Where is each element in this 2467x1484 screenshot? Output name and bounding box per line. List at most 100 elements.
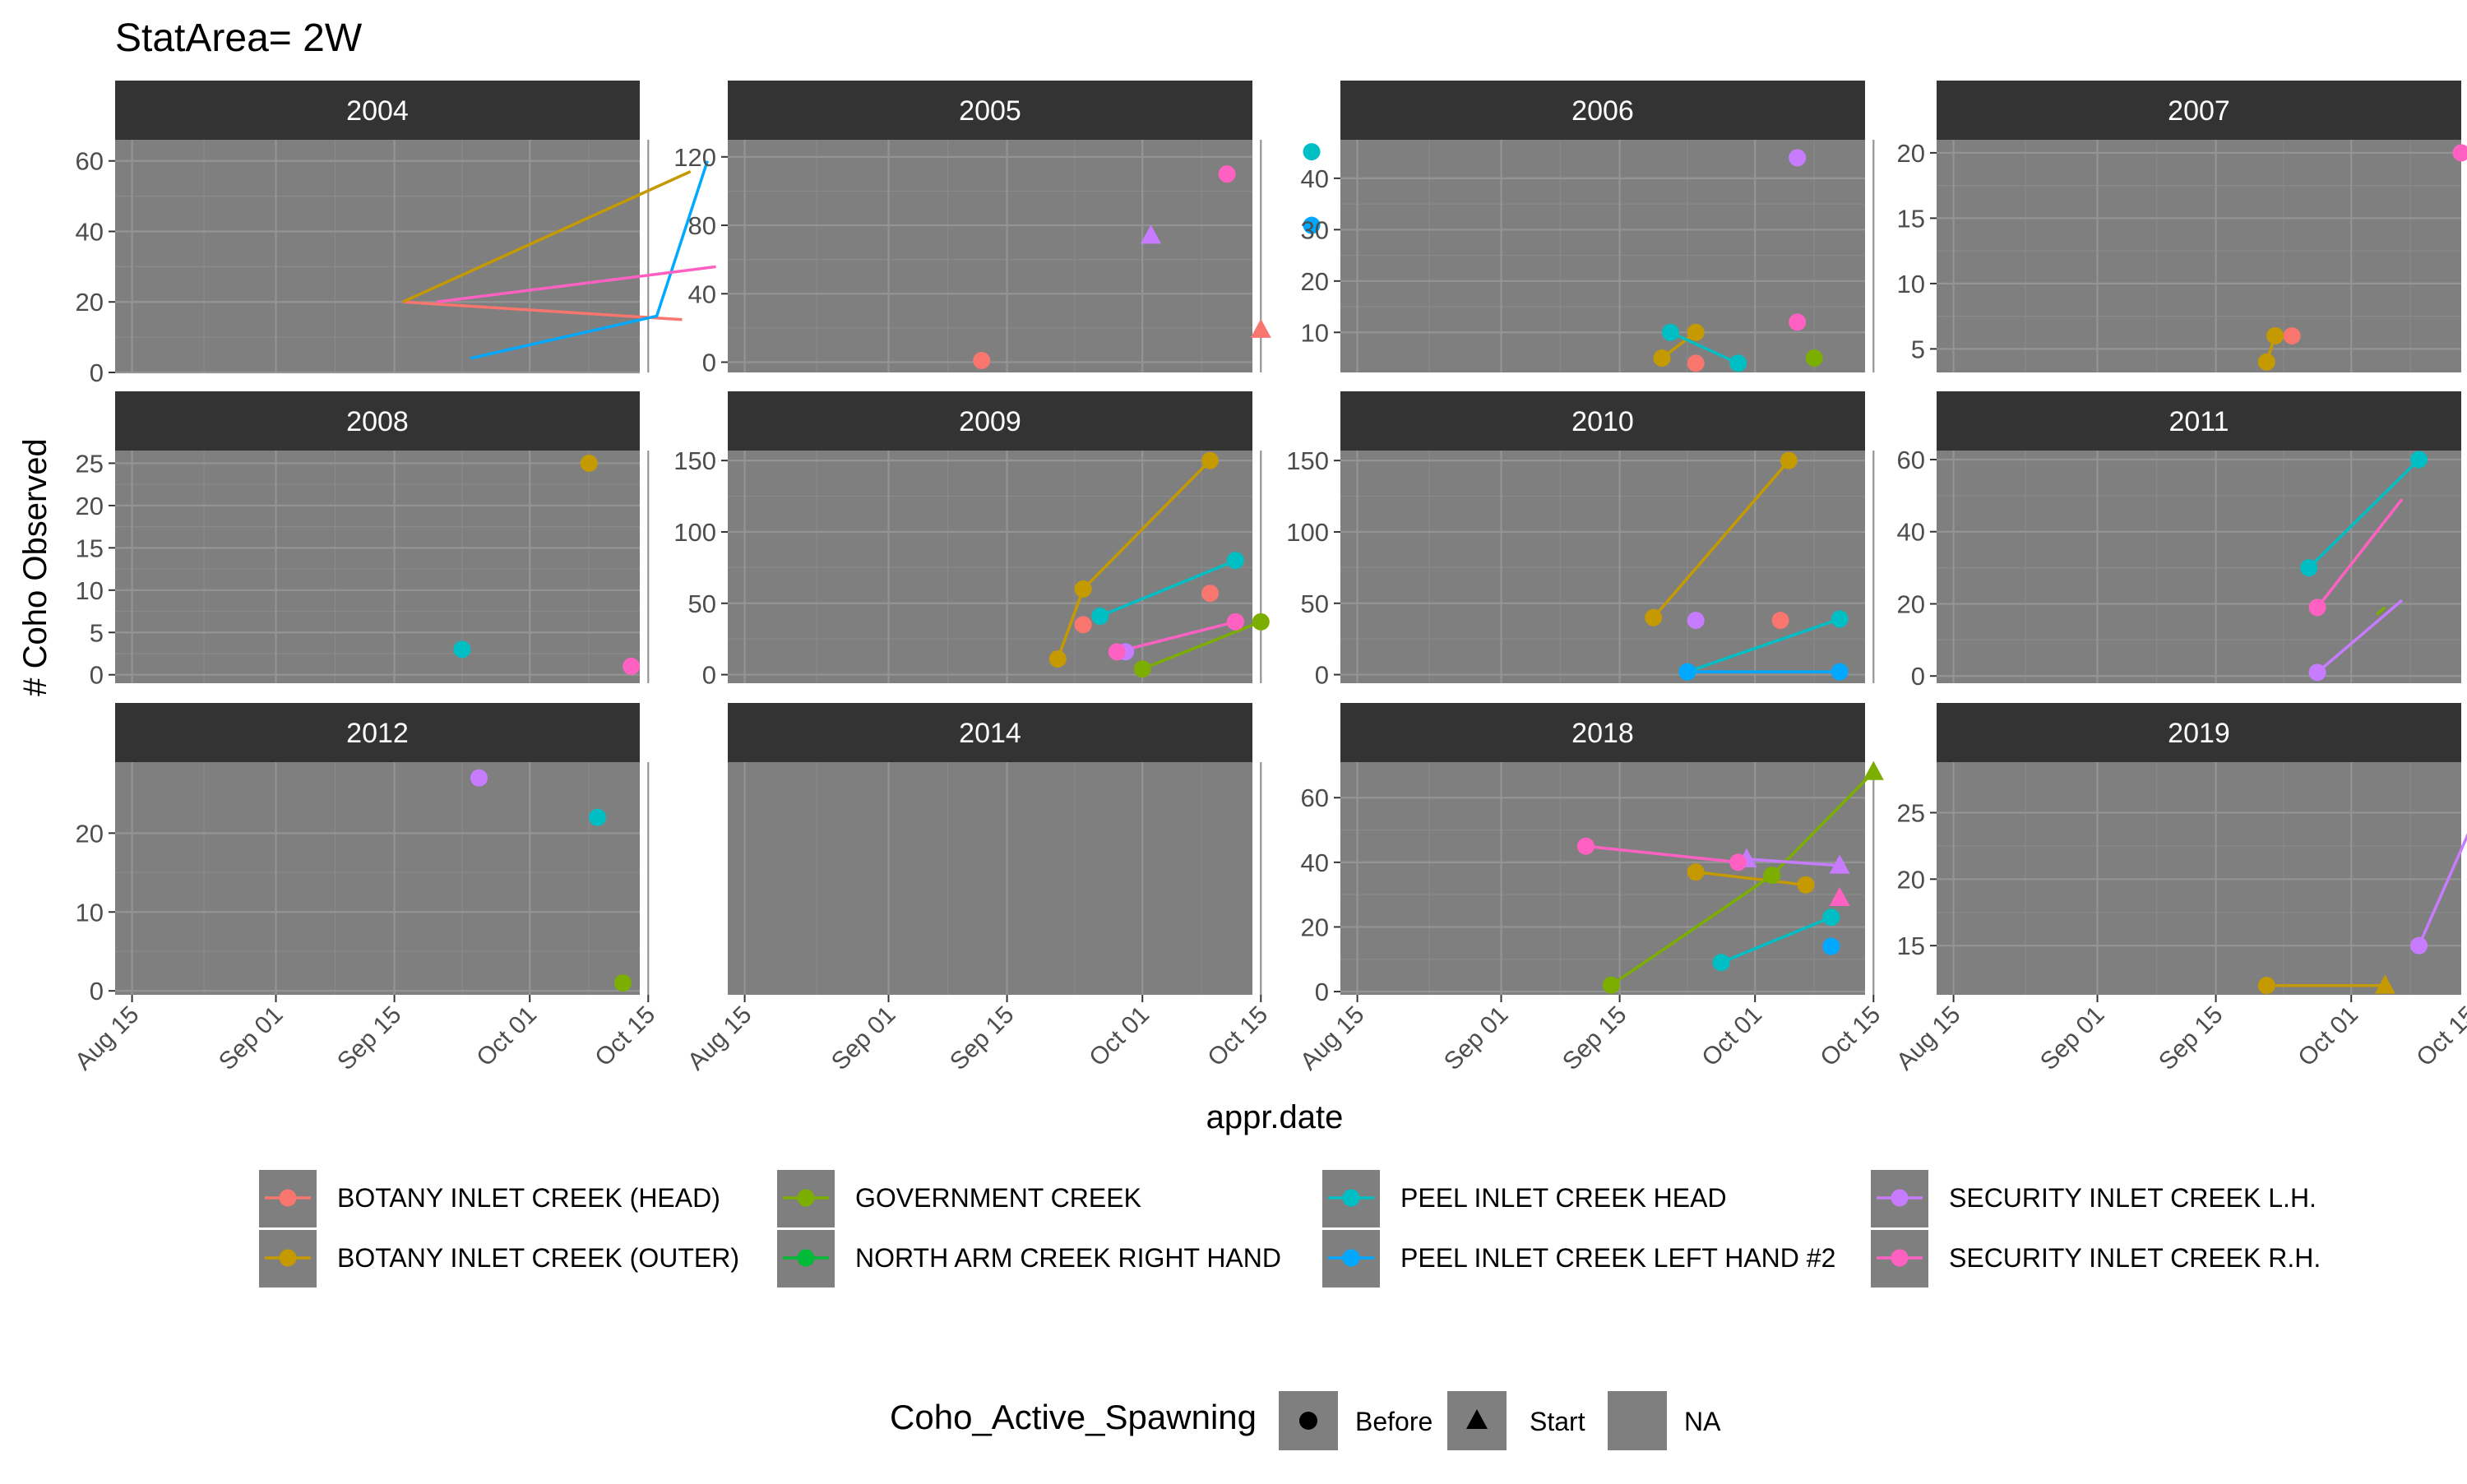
point-marker-security-inlet-creek-r-h <box>1789 313 1806 331</box>
point-marker-botany-inlet-creek-outer <box>1201 452 1219 469</box>
point-marker-peel-inlet-creek-head <box>1713 954 1730 971</box>
point-marker-botany-inlet-creek-head <box>1772 612 1789 629</box>
point-marker-botany-inlet-creek-head <box>1075 616 1092 633</box>
legend-key-point <box>1343 1250 1360 1267</box>
shape-legend-title: Coho_Active_Spawning <box>890 1398 1257 1436</box>
y-tick-label: 25 <box>1897 798 1925 827</box>
legend-item-label: BOTANY INLET CREEK (OUTER) <box>337 1243 739 1273</box>
point-marker-botany-inlet-creek-outer <box>1687 324 1705 341</box>
point-marker-government-creek <box>1134 660 1151 677</box>
panel-strip-label: 2008 <box>346 406 409 437</box>
point-marker-security-inlet-creek-l-h <box>1687 612 1705 629</box>
y-tick-label: 20 <box>1301 913 1329 941</box>
legend-key-point <box>798 1250 815 1267</box>
panel-strip-label: 2012 <box>346 718 409 749</box>
x-axis-label: appr.date <box>1206 1099 1344 1135</box>
panel-strip-label: 2014 <box>959 718 1021 749</box>
point-marker-botany-inlet-creek-outer <box>1780 452 1798 469</box>
point-marker-security-inlet-creek-r-h <box>623 658 640 675</box>
y-tick-label: 0 <box>1911 662 1925 691</box>
y-tick-label: 40 <box>688 280 716 308</box>
legend-item-label: PEEL INLET CREEK LEFT HAND #2 <box>1400 1243 1835 1273</box>
y-tick-label: 100 <box>1286 518 1329 547</box>
y-tick-label: 0 <box>90 358 104 387</box>
y-tick-label: 50 <box>1301 589 1329 618</box>
legend-key-point <box>1891 1190 1909 1207</box>
y-tick-label: 20 <box>76 819 104 848</box>
shape-legend-label: Start <box>1530 1407 1585 1436</box>
y-tick-label: 15 <box>1897 932 1925 960</box>
point-marker-peel-inlet-creek-left-hand-2 <box>1678 663 1696 681</box>
point-marker-government-creek <box>614 974 632 992</box>
y-tick-label: 5 <box>90 618 104 647</box>
y-tick-label: 0 <box>90 977 104 1006</box>
y-tick-label: 20 <box>76 492 104 520</box>
legend-item-label: GOVERNMENT CREEK <box>855 1183 1141 1213</box>
point-marker-security-inlet-creek-r-h <box>1219 165 1236 183</box>
panel-background <box>728 762 1252 995</box>
panel-background <box>728 140 1252 372</box>
panel-strip-label: 2005 <box>959 95 1021 127</box>
legend-key-point <box>1343 1190 1360 1207</box>
point-marker-botany-inlet-creek-outer <box>2266 327 2284 344</box>
point-marker-botany-inlet-creek-outer <box>1645 609 1662 626</box>
point-marker-botany-inlet-creek-outer <box>1654 349 1671 367</box>
y-tick-label: 0 <box>90 661 104 690</box>
y-tick-label: 150 <box>673 446 716 475</box>
legend-key-point <box>280 1190 297 1207</box>
y-tick-label: 60 <box>1897 446 1925 474</box>
point-marker-security-inlet-creek-l-h <box>2410 937 2428 955</box>
y-tick-label: 0 <box>1315 978 1329 1006</box>
panel-strip-label: 2018 <box>1571 718 1634 749</box>
point-marker-security-inlet-creek-l-h <box>2309 663 2326 681</box>
panel-strip-label: 2019 <box>2168 718 2230 749</box>
point-marker-botany-inlet-creek-outer <box>1049 650 1067 668</box>
point-marker-government-creek <box>1806 349 1823 367</box>
legend-item-label: SECURITY INLET CREEK R.H. <box>1949 1243 2321 1273</box>
y-tick-label: 50 <box>688 589 716 618</box>
y-axis-label: # Coho Observed <box>17 438 53 696</box>
y-tick-label: 80 <box>688 211 716 240</box>
point-marker-security-inlet-creek-r-h <box>1729 853 1747 871</box>
panel-background <box>115 762 640 995</box>
point-marker-security-inlet-creek-r-h <box>1227 613 1244 631</box>
y-tick-label: 0 <box>1315 661 1329 690</box>
point-marker-security-inlet-creek-r-h <box>2309 599 2326 616</box>
point-marker-peel-inlet-creek-head <box>1822 908 1840 926</box>
y-tick-label: 60 <box>76 147 104 176</box>
point-marker-peel-inlet-creek-head <box>2410 451 2428 468</box>
point-marker-botany-inlet-creek-outer <box>581 455 598 472</box>
panel-strip-label: 2011 <box>2168 406 2229 437</box>
y-tick-label: 150 <box>1286 446 1329 475</box>
y-tick-label: 40 <box>1301 848 1329 877</box>
point-marker-government-creek <box>1603 977 1620 994</box>
point-marker-peel-inlet-creek-head <box>2300 559 2317 576</box>
point-marker-botany-inlet-creek-head <box>1687 354 1705 372</box>
panel-background <box>1937 140 2461 372</box>
panel-background <box>115 451 640 683</box>
point-marker-botany-inlet-creek-outer <box>2258 354 2275 371</box>
shape-legend-label: NA <box>1684 1407 1721 1436</box>
legend-key-point <box>798 1190 815 1207</box>
point-marker-botany-inlet-creek-outer <box>1687 863 1705 881</box>
y-tick-label: 40 <box>76 217 104 246</box>
point-marker-government-creek <box>1252 613 1270 631</box>
point-marker-peel-inlet-creek-head <box>1303 143 1321 160</box>
point-marker-peel-inlet-creek-head <box>1662 324 1679 341</box>
shape-legend-label: Before <box>1355 1407 1433 1436</box>
y-tick-label: 10 <box>1301 318 1329 347</box>
y-tick-label: 15 <box>76 534 104 562</box>
y-tick-label: 10 <box>76 576 104 605</box>
y-tick-label: 5 <box>1911 335 1925 363</box>
y-tick-label: 0 <box>702 661 716 690</box>
y-tick-label: 40 <box>1897 518 1925 547</box>
point-marker-botany-inlet-creek-head <box>1201 585 1219 602</box>
